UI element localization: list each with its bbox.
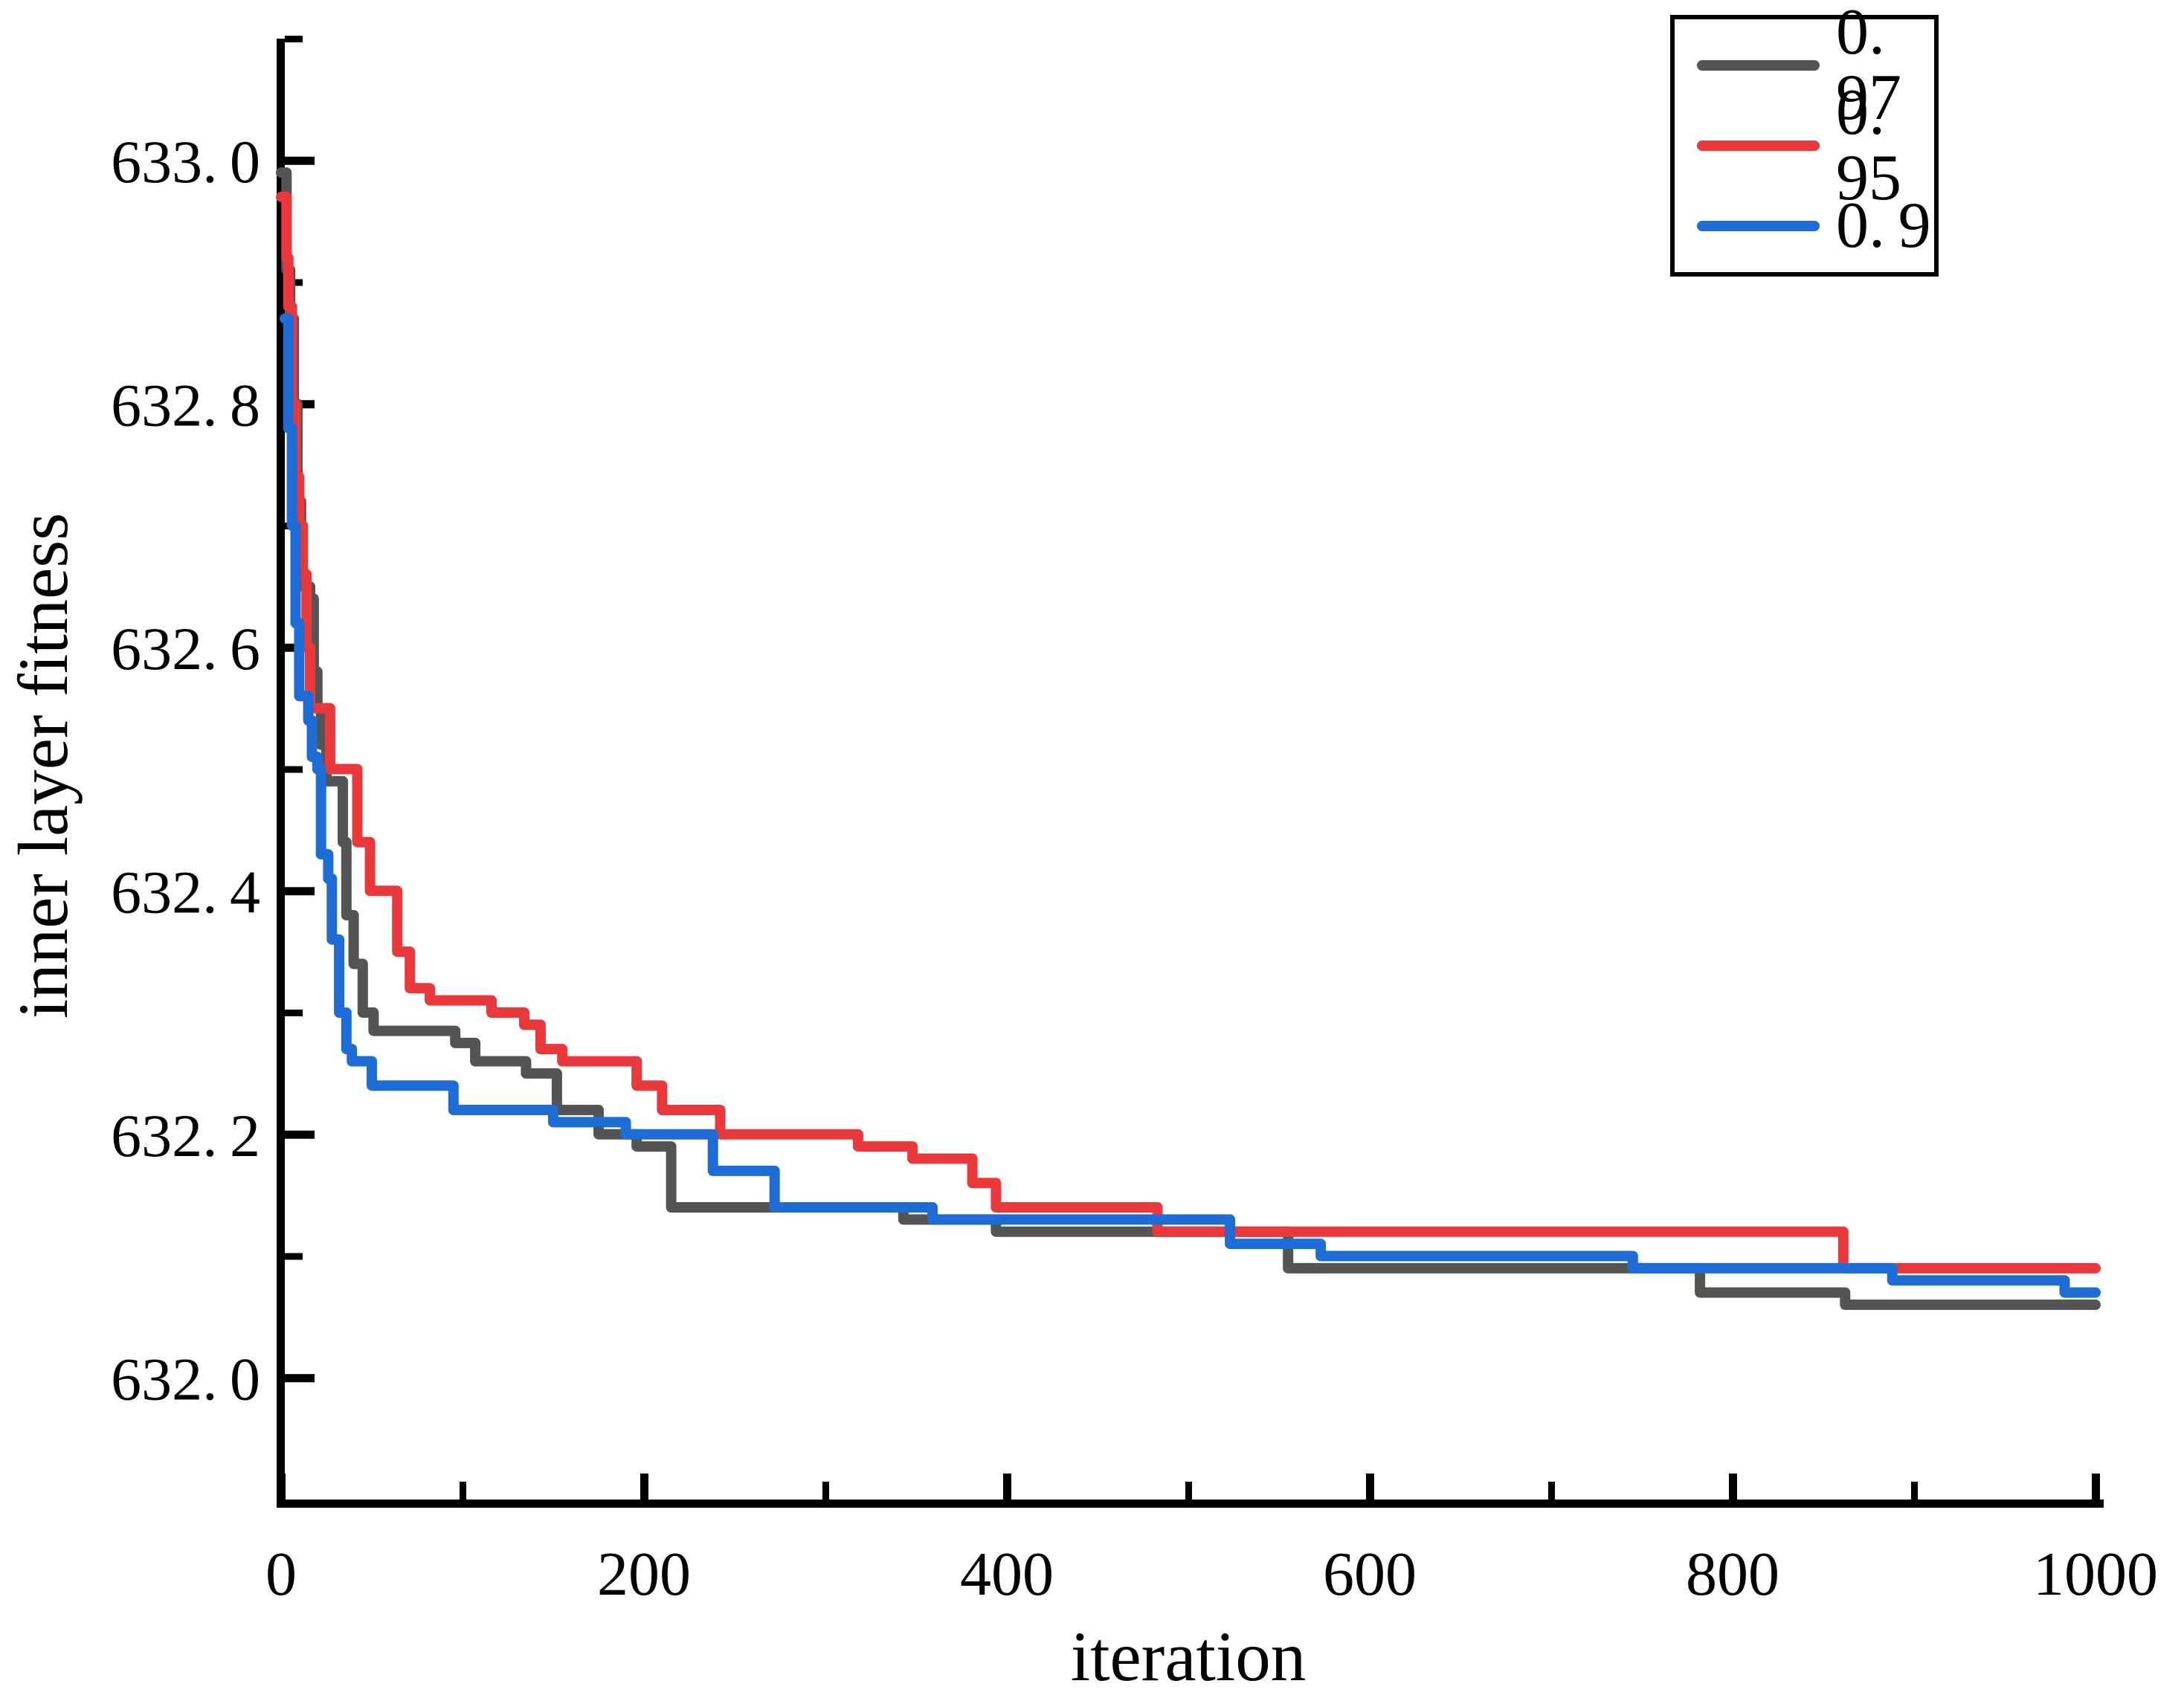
- x-tick-label: 1000: [2033, 1540, 2158, 1609]
- legend-line-sample: [1697, 60, 1820, 71]
- y-minor-tick: [285, 1253, 303, 1260]
- y-tick-label: 632. 6: [111, 615, 260, 682]
- y-tick-label: 632. 8: [111, 371, 260, 439]
- legend: 0. 97 0. 95 0. 9: [1670, 0, 1939, 277]
- series-line-0.9: [279, 313, 2101, 1298]
- legend-label: 0. 95: [1836, 77, 1901, 214]
- y-major-tick: [285, 156, 315, 165]
- x-tick-label: 200: [597, 1540, 691, 1609]
- y-minor-tick: [285, 36, 303, 42]
- y-minor-tick: [285, 1010, 303, 1016]
- x-major-tick: [1003, 1474, 1011, 1503]
- y-major-tick: [285, 1130, 315, 1139]
- legend-label: 0. 97: [1836, 0, 1901, 134]
- y-tick-label: 633. 0: [111, 128, 260, 196]
- x-tick-label: 800: [1686, 1540, 1779, 1609]
- y-axis-title: inner layer fitness: [4, 512, 83, 1019]
- x-major-tick: [1366, 1474, 1374, 1503]
- series-line-0.95: [276, 191, 2101, 1274]
- legend-label: 0. 9: [1836, 190, 1931, 262]
- legend-item-0.9: 0. 9: [1697, 186, 1934, 266]
- y-major-tick: [285, 887, 315, 896]
- legend-line-sample: [1697, 221, 1820, 231]
- x-axis-spine: [277, 1500, 2104, 1508]
- x-major-tick: [277, 1474, 286, 1503]
- x-minor-tick: [1911, 1482, 1918, 1503]
- legend-line-sample: [1697, 141, 1820, 151]
- x-minor-tick: [1185, 1482, 1192, 1503]
- y-axis-spine: [277, 39, 285, 1508]
- y-major-tick: [285, 1374, 315, 1383]
- x-minor-tick: [822, 1482, 829, 1503]
- x-tick-label: 0: [265, 1540, 297, 1609]
- x-tick-label: 400: [960, 1540, 1054, 1609]
- legend-item-0.97: 0. 97: [1697, 0, 1934, 131]
- x-major-tick: [1729, 1474, 1737, 1503]
- x-major-tick: [640, 1474, 648, 1503]
- y-tick-label: 632. 0: [111, 1345, 260, 1413]
- y-minor-tick: [285, 766, 303, 773]
- x-tick-label: 600: [1323, 1540, 1417, 1609]
- x-major-tick: [2092, 1474, 2100, 1503]
- x-minor-tick: [460, 1482, 466, 1503]
- x-axis-title: iteration: [1070, 1617, 1307, 1696]
- x-minor-tick: [1548, 1482, 1555, 1503]
- legend-item-0.95: 0. 95: [1697, 80, 1934, 211]
- series-line-0.97: [276, 167, 2101, 1310]
- y-tick-label: 632. 4: [111, 858, 260, 926]
- y-tick-label: 632. 2: [111, 1102, 260, 1169]
